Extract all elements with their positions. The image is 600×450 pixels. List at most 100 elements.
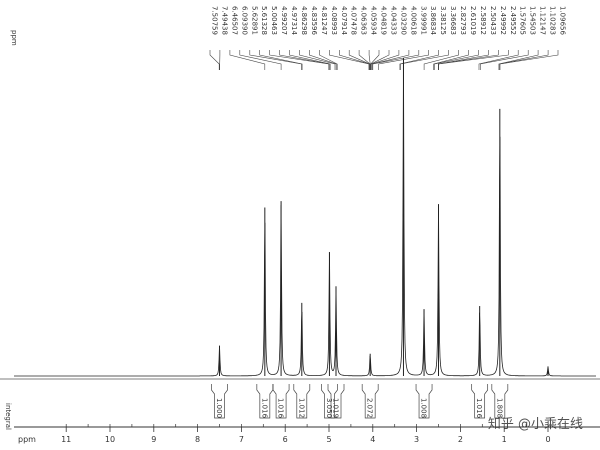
peak-label: 6.09390: [240, 6, 248, 35]
peak-label: 4.04333: [390, 6, 398, 35]
peak-label: 3.99991: [419, 6, 427, 35]
peak-label: 1.54503: [529, 6, 537, 35]
peak-leader: [434, 50, 479, 70]
peak-label: 3.36683: [449, 6, 457, 35]
peak-label: 4.81247: [320, 6, 328, 35]
peak-leader: [498, 50, 539, 70]
integral-value: 1.000: [215, 398, 223, 418]
peak-leader: [438, 50, 509, 70]
peak-label: 4.07914: [340, 6, 348, 35]
peak-leader: [259, 50, 303, 70]
x-axis-tick-label: 4: [370, 435, 375, 444]
peak-label: 4.05934: [370, 6, 378, 35]
peak-label: 1.09656: [559, 6, 567, 35]
integral-value: 3.050: [325, 398, 333, 418]
peak-label: 5.00463: [270, 6, 278, 35]
integral-value: 1.808: [495, 398, 503, 418]
x-axis-tick-label: 7: [239, 435, 244, 444]
peak-label: 4.97314: [290, 6, 298, 35]
peak-leader: [279, 50, 330, 70]
peak-label: 3.86834: [429, 6, 437, 35]
peak-leader: [499, 50, 559, 70]
peak-label: 4.07478: [350, 6, 358, 35]
peak-label: 1.10283: [549, 6, 557, 35]
peak-leader: [423, 50, 459, 70]
integral-value: 1.016: [475, 398, 483, 419]
peak-leader: [368, 50, 371, 70]
peak-label: 4.99207: [280, 6, 288, 35]
peak-leader: [269, 50, 330, 70]
integral-bracket: [272, 384, 290, 419]
x-axis-tick-label: 9: [151, 435, 156, 444]
x-axis-tick-label: 10: [105, 435, 115, 444]
x-axis-tick-label: 8: [195, 435, 200, 444]
peak-label: 2.61019: [469, 6, 477, 35]
peak-label: 2.49552: [509, 6, 517, 35]
peak-label: 5.62891: [250, 6, 258, 35]
peak-label-group: 7.50759 7.49438 6.46507 6.09390 5.62891 5.613…: [211, 6, 567, 35]
peak-label: 2.82793: [459, 6, 467, 35]
peak-leader: [400, 50, 449, 70]
x-axis-label: ppm: [18, 435, 36, 444]
peak-leader: [289, 50, 331, 70]
x-axis: ppm 11 10 9 8 7 6 5 4 3 2 1 0: [14, 424, 600, 444]
integral-value: 2.072: [366, 398, 374, 418]
peak-leader: [209, 50, 220, 70]
x-axis-tick-label: 5: [326, 435, 331, 444]
peak-label: 4.86298: [300, 6, 308, 35]
x-axis-tick-label: 2: [458, 435, 463, 444]
peak-label: 1.57605: [519, 6, 527, 35]
peak-label: 2.50433: [489, 6, 497, 35]
peak-leader: [249, 50, 302, 70]
spectrum-trace-group: [14, 58, 596, 377]
integral-value: 1.008: [420, 398, 428, 418]
peak-leader: [433, 50, 469, 70]
peak-label: 7.50759: [211, 6, 219, 35]
integral-bracket: [415, 384, 433, 419]
peak-label: 4.03290: [399, 6, 407, 35]
integral-bracket: [321, 384, 338, 419]
integral-bracket: [211, 384, 228, 419]
integral-bracket: [293, 384, 311, 419]
integral-bracket: [491, 384, 509, 419]
x-axis-tick-label: 6: [283, 435, 288, 444]
integral-bracket: [471, 384, 489, 419]
peak-label: 4.06363: [360, 6, 368, 35]
peak-leader: [299, 50, 336, 70]
x-axis-tick-label: 11: [61, 435, 71, 444]
integral-value: 1.016: [277, 398, 285, 419]
peak-label-leaders: [209, 50, 559, 70]
peak-label: 4.08993: [330, 6, 338, 35]
peak-label: 4.00618: [409, 6, 417, 35]
peak-label: 4.04819: [380, 6, 388, 35]
peak-label: 4.83596: [310, 6, 318, 35]
peak-leader: [478, 50, 519, 70]
peak-leader: [399, 50, 439, 70]
peak-leader: [371, 50, 400, 70]
watermark: 知乎 @小乘在线: [488, 416, 583, 432]
integral-value: 1.019: [332, 398, 340, 418]
integral-value: 1.012: [297, 398, 305, 418]
peak-leader: [229, 50, 266, 70]
peak-leader: [319, 50, 338, 70]
integral-bracket: [361, 384, 379, 419]
y-axis-unit-label: ppm: [10, 30, 18, 46]
peak-label: 6.46507: [230, 6, 238, 35]
peak-label: 2.49992: [499, 6, 507, 35]
peak-leader: [348, 50, 370, 70]
peak-label: 1.12147: [539, 6, 547, 35]
x-axis-tick-label: 1: [502, 435, 507, 444]
peak-leader: [239, 50, 282, 70]
peak-label: 3.38125: [439, 6, 447, 35]
x-axis-tick-label: 0: [545, 435, 550, 444]
x-axis-tick-label: 3: [414, 435, 419, 444]
spectrum-trace: [14, 59, 596, 377]
peak-leader: [480, 50, 529, 70]
peak-leader: [309, 50, 337, 70]
peak-leader: [370, 50, 380, 70]
peak-label: 5.61328: [260, 6, 268, 35]
peak-leader: [370, 50, 390, 70]
integral-axis-label: integral: [4, 403, 12, 430]
